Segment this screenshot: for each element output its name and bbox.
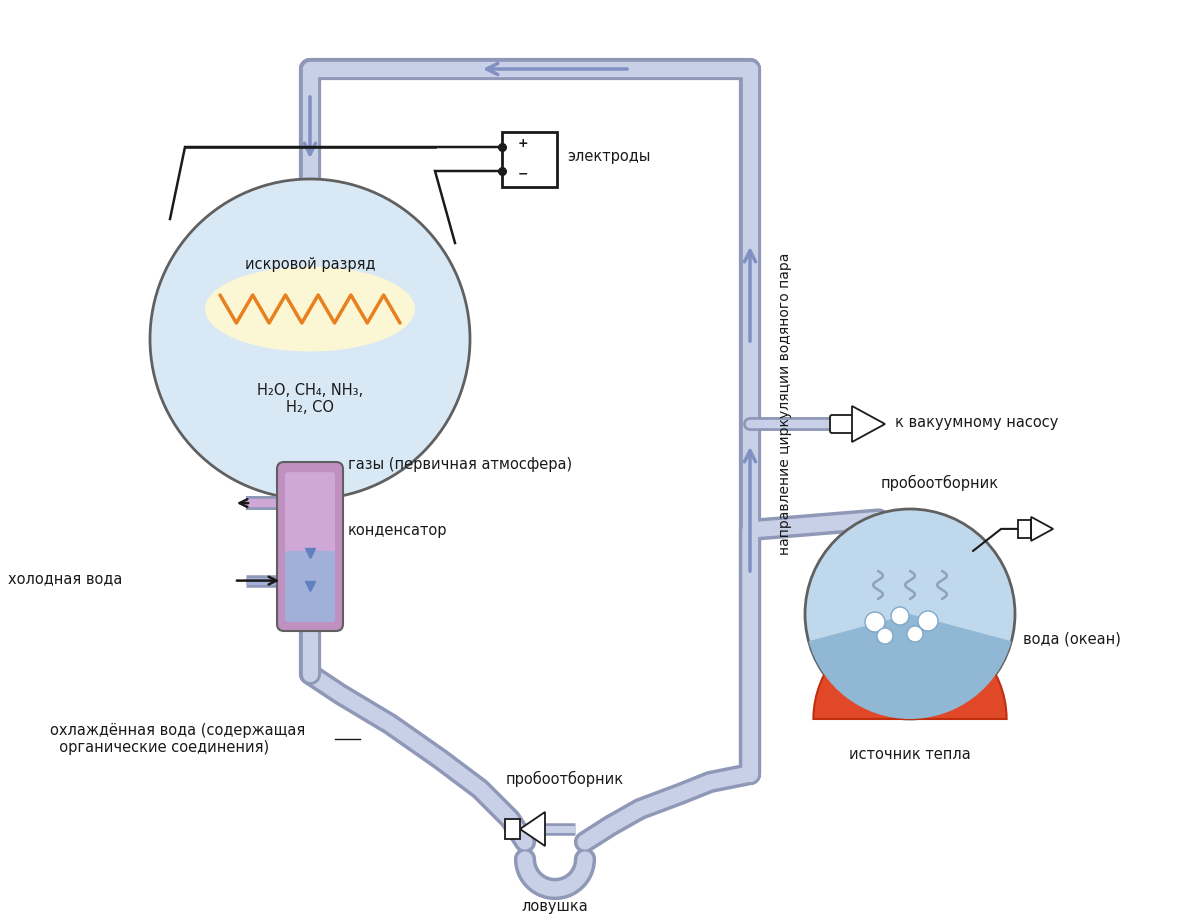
Text: холодная вода: холодная вода (8, 571, 122, 586)
Text: газы (первичная атмосфера): газы (первичная атмосфера) (348, 456, 572, 471)
Wedge shape (809, 614, 1012, 719)
Text: пробоотборник: пробоотборник (881, 475, 1000, 491)
Text: к вакуумному насосу: к вакуумному насосу (895, 415, 1058, 430)
Text: +: + (517, 138, 528, 151)
Text: H₂O, CH₄, NH₃,
H₂, CO: H₂O, CH₄, NH₃, H₂, CO (257, 383, 364, 415)
Circle shape (150, 179, 470, 499)
Text: направление циркуляции водяного пара: направление циркуляции водяного пара (778, 253, 792, 555)
Circle shape (865, 612, 886, 632)
Wedge shape (814, 623, 1007, 719)
FancyBboxPatch shape (503, 131, 558, 187)
Text: ловушка: ловушка (522, 898, 588, 914)
Text: охлаждённая вода (содержащая
  органические соединения): охлаждённая вода (содержащая органически… (50, 723, 305, 755)
Polygon shape (852, 406, 886, 442)
Text: конденсатор: конденсатор (348, 524, 448, 539)
Text: вода (океан): вода (океан) (1022, 631, 1121, 647)
Text: искровой разряд: искровой разряд (245, 257, 376, 272)
Circle shape (890, 607, 910, 625)
Text: пробоотборник: пробоотборник (506, 771, 624, 787)
Circle shape (907, 626, 923, 642)
Circle shape (918, 611, 938, 631)
FancyBboxPatch shape (286, 551, 335, 622)
Circle shape (877, 628, 893, 644)
FancyBboxPatch shape (277, 462, 343, 631)
FancyBboxPatch shape (830, 415, 854, 433)
FancyBboxPatch shape (286, 472, 335, 554)
FancyBboxPatch shape (1018, 520, 1031, 538)
Text: источник тепла: источник тепла (850, 747, 971, 762)
Polygon shape (520, 812, 545, 846)
Text: электроды: электроды (568, 150, 650, 164)
Text: −: − (517, 167, 528, 180)
Ellipse shape (205, 266, 415, 351)
Circle shape (805, 509, 1015, 719)
Polygon shape (1031, 517, 1054, 541)
FancyBboxPatch shape (505, 819, 520, 839)
